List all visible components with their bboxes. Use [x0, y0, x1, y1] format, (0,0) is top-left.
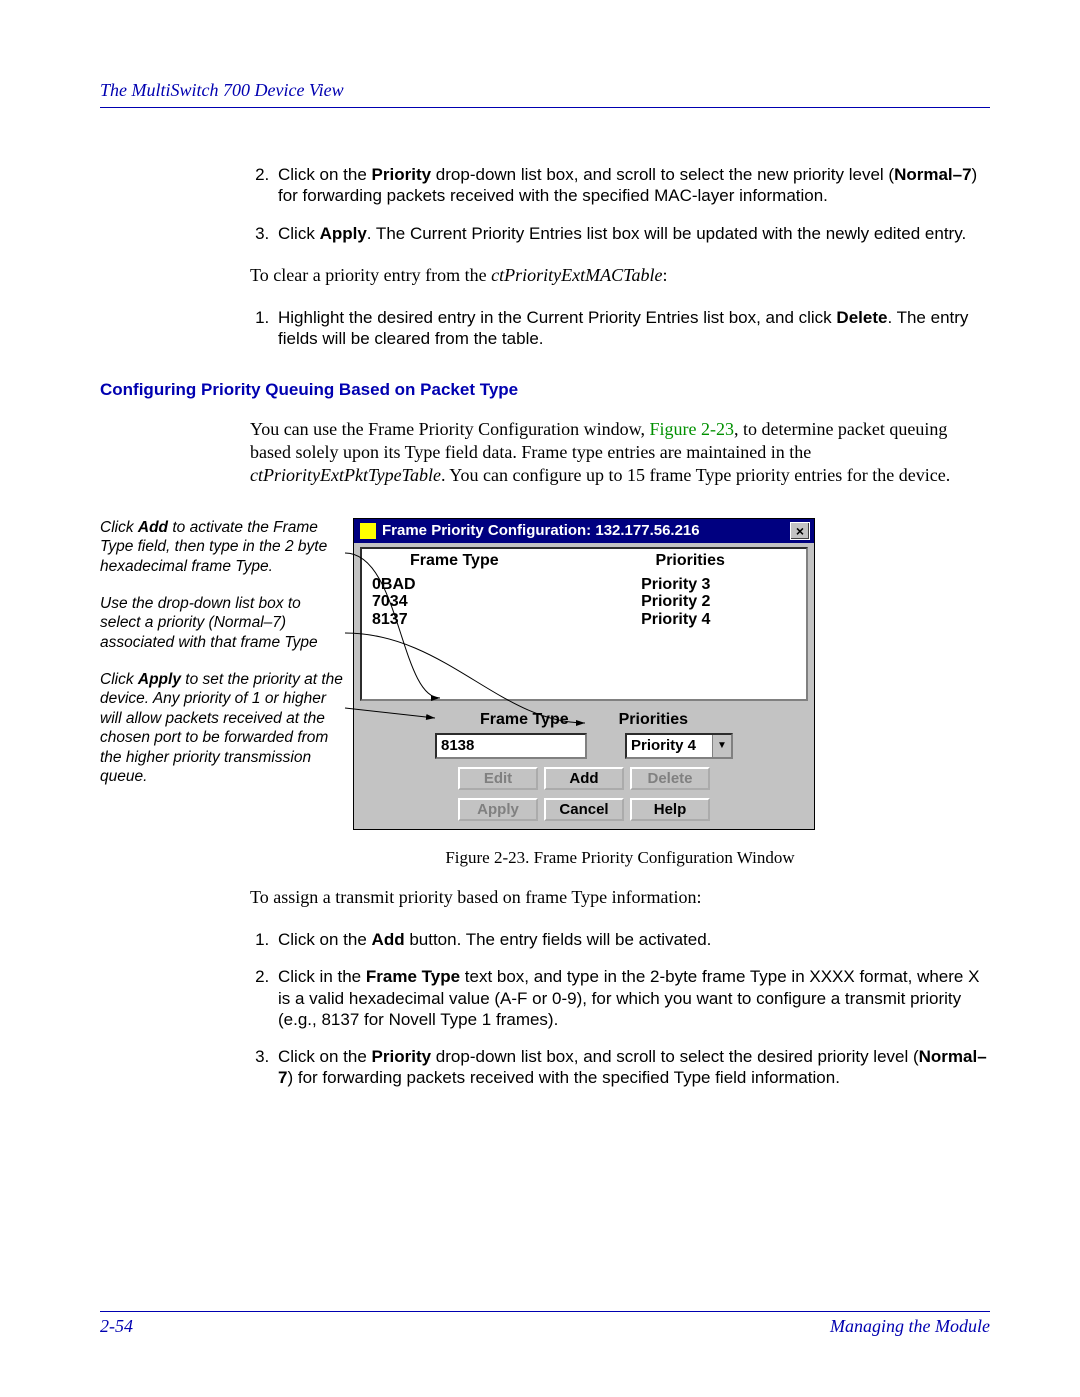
clear-list: Highlight the desired entry in the Curre… [250, 307, 990, 350]
delete-button[interactable]: Delete [630, 767, 710, 790]
figure-block: Click Add to activate the Frame Type fie… [100, 518, 990, 830]
page-number: 2-54 [100, 1316, 133, 1337]
text: Click [100, 671, 138, 688]
cancel-button[interactable]: Cancel [544, 798, 624, 821]
step-1: Highlight the desired entry in the Curre… [274, 307, 990, 350]
column-header-priorities: Priorities [656, 552, 806, 570]
dropdown-value: Priority 4 [631, 737, 696, 754]
text: Delete [836, 308, 887, 327]
text: Add [372, 930, 405, 949]
step-1: Click on the Add button. The entry field… [274, 929, 990, 950]
text: Click in the [278, 967, 366, 986]
section-heading: Configuring Priority Queuing Based on Pa… [100, 380, 990, 400]
window-title: Frame Priority Configuration: 132.177.56… [382, 522, 700, 539]
chevron-down-icon: ▼ [712, 735, 731, 757]
frametype-input[interactable]: 8138 [435, 733, 587, 759]
footer-title: Managing the Module [830, 1316, 990, 1337]
text: Click [278, 224, 320, 243]
close-icon[interactable]: × [790, 522, 810, 540]
step-2: Click in the Frame Type text box, and ty… [274, 966, 990, 1030]
text: ctPriorityExtMACTable [491, 265, 662, 285]
assign-intro: To assign a transmit priority based on f… [250, 886, 990, 909]
table-row[interactable]: 0BADPriority 3 [362, 576, 806, 594]
text: . You can configure up to 15 frame Type … [441, 465, 950, 485]
running-header: The MultiSwitch 700 Device View [100, 80, 990, 108]
text: To clear a priority entry from the [250, 265, 491, 285]
text: Highlight the desired entry in the Curre… [278, 308, 836, 327]
step-2: Click on the Priority drop-down list box… [274, 164, 990, 207]
text: to set the priority at the device. Any p… [100, 671, 343, 785]
section-intro: You can use the Frame Priority Configura… [250, 418, 990, 488]
callout-1: Click Add to activate the Frame Type fie… [100, 518, 345, 576]
callout-2: Use the drop-down list box to select a p… [100, 594, 345, 652]
entries-listbox[interactable]: Frame Type Priorities 0BADPriority 3 703… [360, 547, 808, 701]
cell: Priority 2 [641, 593, 806, 611]
step-3: Click on the Priority drop-down list box… [274, 1046, 990, 1089]
help-button[interactable]: Help [630, 798, 710, 821]
titlebar[interactable]: Frame Priority Configuration: 132.177.56… [354, 519, 814, 543]
cell: Priority 4 [641, 611, 806, 629]
text: drop-down list box, and scroll to select… [431, 1047, 919, 1066]
text: Normal–7 [894, 165, 971, 184]
table-row[interactable]: 8137Priority 4 [362, 611, 806, 629]
input-value: 8138 [441, 737, 474, 754]
text: Apply [320, 224, 367, 243]
text: Frame Type [366, 967, 460, 986]
label-frametype: Frame Type [480, 711, 569, 729]
text: You can use the Frame Priority Configura… [250, 419, 649, 439]
label-priorities: Priorities [619, 711, 688, 729]
clear-intro: To clear a priority entry from the ctPri… [250, 264, 990, 287]
edit-button[interactable]: Edit [458, 767, 538, 790]
figure-ref[interactable]: Figure 2-23 [649, 419, 734, 439]
text: Click [100, 519, 138, 536]
priority-dropdown[interactable]: Priority 4 ▼ [625, 733, 733, 759]
text: button. The entry fields will be activat… [405, 930, 712, 949]
dialog-window: Frame Priority Configuration: 132.177.56… [353, 518, 815, 830]
text: : [662, 265, 667, 285]
figure-caption: Figure 2-23. Frame Priority Configuratio… [250, 848, 990, 868]
text: drop-down list box, and scroll to select… [431, 165, 894, 184]
cell: Priority 3 [641, 576, 806, 594]
callout-3: Click Apply to set the priority at the d… [100, 670, 345, 786]
callout-notes: Click Add to activate the Frame Type fie… [100, 518, 345, 805]
text: Apply [138, 671, 181, 688]
column-header-frametype: Frame Type [362, 552, 656, 570]
text: Click on the [278, 930, 372, 949]
step-3: Click Apply. The Current Priority Entrie… [274, 223, 990, 244]
window-icon [360, 523, 376, 539]
add-button[interactable]: Add [544, 767, 624, 790]
procedure-edit-list: Click on the Priority drop-down list box… [250, 164, 990, 244]
cell: 8137 [362, 611, 641, 629]
text: ) for forwarding packets received with t… [287, 1068, 839, 1087]
cell: 7034 [362, 593, 641, 611]
text: . The Current Priority Entries list box … [367, 224, 966, 243]
text: Priority [372, 1047, 432, 1066]
text: Click on the [278, 1047, 372, 1066]
apply-button[interactable]: Apply [458, 798, 538, 821]
cell: 0BAD [362, 576, 641, 594]
text: ctPriorityExtPktTypeTable [250, 465, 441, 485]
text: Add [138, 519, 168, 536]
table-row[interactable]: 7034Priority 2 [362, 593, 806, 611]
text: Priority [372, 165, 432, 184]
assign-list: Click on the Add button. The entry field… [250, 929, 990, 1089]
text: Click on the [278, 165, 372, 184]
